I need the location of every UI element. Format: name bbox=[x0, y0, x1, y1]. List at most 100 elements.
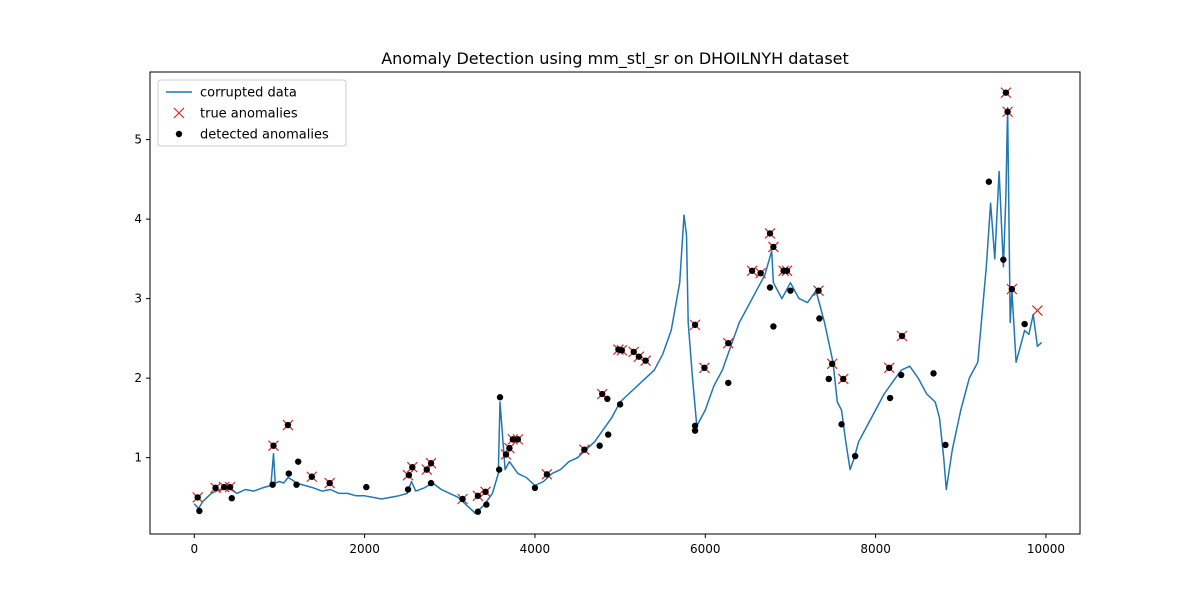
detected-anomaly-marker bbox=[226, 483, 234, 491]
detected-anomaly-marker bbox=[269, 481, 276, 488]
detected-anomaly-marker bbox=[1002, 89, 1010, 96]
detected-anomaly-marker bbox=[194, 494, 201, 501]
y-tick-label: 3 bbox=[134, 292, 142, 306]
detected-anomaly-marker bbox=[228, 495, 235, 502]
detected-anomaly-marker bbox=[326, 479, 333, 487]
x-tick-label: 10000 bbox=[1027, 542, 1065, 556]
detected-anomaly-marker bbox=[482, 488, 489, 496]
axes: 0 2000 4000 6000 8000 10000 1 2 3 4 5 bbox=[134, 133, 1065, 556]
y-tick-label: 2 bbox=[134, 371, 142, 385]
x-tick-label: 6000 bbox=[690, 542, 721, 556]
detected-anomaly-marker bbox=[840, 375, 847, 383]
series-line-corrupted-data bbox=[193, 107, 1043, 515]
detected-anomaly-marker bbox=[630, 348, 637, 356]
detected-anomaly-marker bbox=[474, 508, 482, 515]
detected-anomaly-marker bbox=[642, 357, 649, 364]
detected-anomaly-marker bbox=[581, 446, 588, 453]
detected-anomaly-marker bbox=[701, 364, 708, 372]
detected-anomaly-marker bbox=[599, 390, 606, 398]
detected-anomaly-marker bbox=[886, 364, 893, 372]
x-tick-label: 0 bbox=[190, 542, 198, 556]
detected-anomaly-marker bbox=[635, 353, 643, 360]
detected-anomaly-marker bbox=[725, 379, 732, 387]
detected-anomaly-marker bbox=[886, 394, 894, 402]
detected-anomaly-marker bbox=[828, 360, 836, 368]
legend-label: detected anomalies bbox=[200, 128, 329, 143]
detected-anomaly-marker bbox=[604, 395, 611, 403]
detected-anomaly-marker bbox=[725, 339, 732, 347]
x-tick-label: 2000 bbox=[349, 542, 380, 556]
detected-anomaly-marker bbox=[838, 421, 845, 428]
detected-anomaly-marker bbox=[691, 321, 699, 329]
detected-anomaly-marker bbox=[514, 436, 522, 443]
detected-anomaly-marker bbox=[816, 315, 823, 322]
detected-anomaly-marker bbox=[427, 460, 435, 467]
detected-anomaly-marker bbox=[405, 471, 413, 479]
detected-anomaly-marker bbox=[196, 507, 203, 515]
y-tick-label: 4 bbox=[134, 212, 142, 226]
detected-anomaly-marker bbox=[404, 486, 412, 493]
legend-x-swatch bbox=[173, 107, 185, 119]
detected-anomaly-marker bbox=[427, 479, 435, 487]
detected-anomaly-marker bbox=[787, 287, 794, 294]
detected-anomaly-marker bbox=[1021, 320, 1028, 328]
plot-frame bbox=[149, 71, 1081, 535]
detected-anomaly-marker bbox=[815, 287, 822, 294]
legend-dot-swatch bbox=[175, 130, 183, 138]
y-tick-label: 5 bbox=[134, 133, 142, 147]
detected-anomaly-marker bbox=[766, 230, 774, 237]
detected-anomaly-marker bbox=[459, 495, 466, 503]
detected-anomaly-marker bbox=[783, 267, 791, 274]
detected-anomaly-marker bbox=[851, 452, 859, 460]
detected-anomaly-marker bbox=[483, 501, 490, 508]
y-tick-label: 1 bbox=[134, 451, 142, 465]
detected-anomaly-marker bbox=[474, 492, 482, 500]
legend-label: corrupted data bbox=[200, 86, 297, 101]
true-anomaly-marker bbox=[1031, 305, 1043, 316]
detected-anomaly-marker bbox=[766, 284, 774, 291]
x-tick-label: 4000 bbox=[520, 542, 551, 556]
detected-anomaly-marker bbox=[543, 471, 551, 478]
detected-anomaly-marker bbox=[284, 421, 292, 429]
plot-area bbox=[192, 87, 1043, 515]
detected-anomaly-marker bbox=[423, 466, 430, 473]
x-tick-label: 8000 bbox=[860, 542, 891, 556]
detected-anomaly-marker bbox=[616, 401, 624, 408]
legend: corrupted data true anomalies detected ano… bbox=[157, 79, 347, 147]
detected-anomaly-marker bbox=[496, 394, 504, 401]
detected-anomaly-marker bbox=[220, 483, 228, 491]
detected-anomaly-marker bbox=[294, 458, 302, 465]
detected-anomaly-marker bbox=[770, 243, 777, 251]
legend-box bbox=[157, 79, 347, 147]
detected-anomaly-marker bbox=[502, 451, 510, 458]
detected-anomaly-marker bbox=[212, 484, 219, 492]
detected-anomaly-marker bbox=[506, 444, 513, 452]
chart-title: Anomaly Detection using mm_stl_sr on DHO… bbox=[381, 49, 849, 69]
detected-anomaly-marker bbox=[691, 427, 699, 434]
detected-anomaly-marker bbox=[270, 442, 277, 449]
detected-anomaly-marker bbox=[1000, 256, 1007, 263]
detected-anomaly-marker bbox=[1008, 285, 1016, 293]
detected-anomaly-marker bbox=[604, 431, 612, 438]
detected-anomaly-marker bbox=[897, 371, 905, 379]
detected-anomaly-marker bbox=[509, 436, 517, 443]
detected-anomaly-marker bbox=[691, 422, 699, 430]
plot-content bbox=[192, 87, 1043, 515]
detected-anomaly-marker bbox=[1004, 108, 1011, 115]
detected-anomaly-marker bbox=[285, 470, 293, 477]
detected-anomaly-marker bbox=[898, 332, 906, 340]
detected-anomaly-marker bbox=[495, 466, 503, 473]
legend-label: true anomalies bbox=[200, 107, 298, 122]
detected-anomaly-marker bbox=[308, 473, 316, 480]
detected-anomaly-marker bbox=[757, 269, 764, 277]
detected-anomaly-marker bbox=[825, 375, 832, 383]
detected-anomaly-marker bbox=[930, 370, 937, 377]
detected-anomaly-marker bbox=[409, 464, 416, 471]
detected-anomaly-marker bbox=[748, 267, 756, 274]
detected-anomaly-marker bbox=[596, 442, 603, 449]
detected-anomaly-marker bbox=[363, 483, 370, 491]
detected-anomaly-marker bbox=[985, 178, 993, 185]
detected-anomaly-marker bbox=[531, 484, 539, 492]
